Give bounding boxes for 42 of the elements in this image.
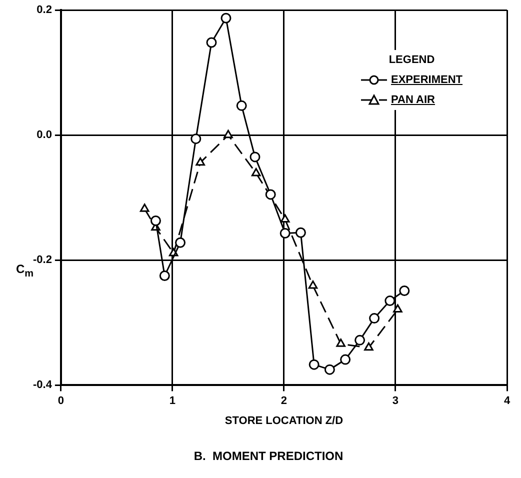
point — [354, 334, 366, 346]
x-tick-label: 1 — [169, 394, 176, 407]
point — [295, 227, 306, 238]
y-tick-label: 0.2 — [36, 4, 52, 16]
legend-label: PAN AIR — [391, 94, 435, 106]
point — [150, 215, 161, 226]
point — [265, 189, 276, 200]
point — [384, 296, 396, 306]
x-tick-label: 4 — [504, 394, 511, 407]
point — [206, 37, 217, 48]
point — [308, 359, 320, 370]
x-tick-label: 0 — [58, 394, 64, 407]
point — [399, 286, 410, 296]
legend-label: EXPERIMENT — [391, 74, 463, 86]
legend-title: LEGEND — [388, 53, 436, 68]
x-axis-title: STORE LOCATION Z/D — [224, 415, 344, 428]
text: B. MOMENT PREDICTION — [194, 449, 344, 464]
point — [250, 152, 260, 162]
point — [336, 338, 346, 347]
point — [190, 134, 202, 144]
y-axis-title: C$_{m}$ — [16, 262, 34, 280]
point — [308, 280, 318, 289]
point — [280, 214, 290, 222]
point — [324, 364, 335, 375]
point — [159, 270, 170, 282]
y-tick-label: -0.2 — [32, 254, 52, 266]
point — [251, 168, 261, 176]
y-tick-label: -0.4 — [32, 379, 53, 392]
point — [196, 157, 205, 166]
x-tick-label: 2 — [280, 394, 288, 407]
point — [364, 342, 374, 351]
point — [175, 237, 186, 248]
y-tick-label: 0.0 — [36, 129, 52, 142]
point — [224, 130, 233, 138]
point — [393, 304, 402, 313]
point — [140, 204, 150, 212]
point — [280, 228, 290, 238]
point — [369, 313, 380, 324]
x-tick-label: 3 — [392, 394, 399, 407]
point — [220, 12, 232, 24]
point — [236, 100, 247, 111]
point — [340, 354, 351, 365]
